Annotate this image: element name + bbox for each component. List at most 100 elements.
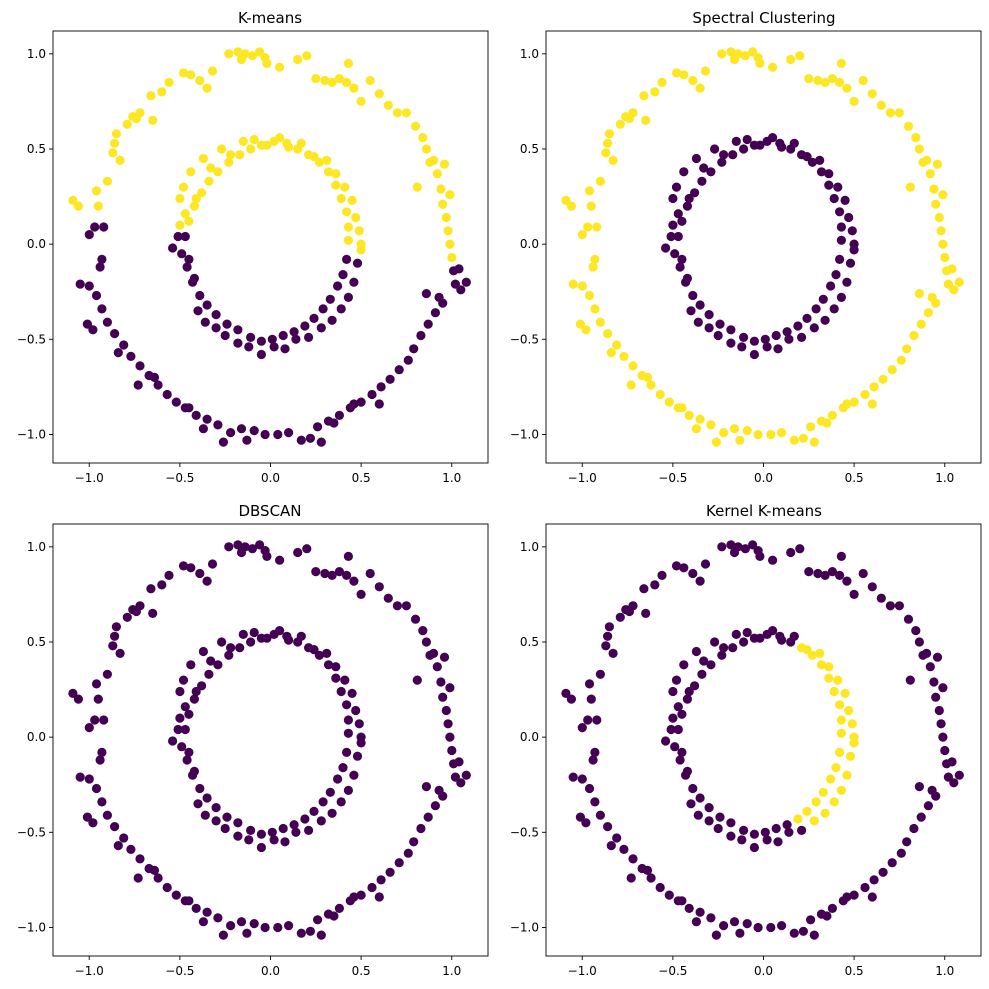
scatter-point [735,435,745,445]
scatter-point [445,190,455,200]
scatter-point [236,424,247,434]
scatter-point [432,662,442,672]
scatter-point [236,917,247,927]
scatter-point [180,724,190,735]
scatter-point [914,289,925,299]
scatter-point [577,281,587,291]
scatter-point [173,724,183,735]
scatter-point [356,96,366,106]
scatter-point [351,705,361,716]
scatter-point [110,138,120,148]
scatter-point [204,176,214,186]
scatter-point [438,692,448,702]
scatter-point [844,212,854,223]
scatter-point [795,51,805,61]
x-tick-label: 1.0 [442,964,461,978]
scatter-point [650,580,660,590]
scatter-point [323,167,334,177]
scatter-point [760,334,770,344]
scatter-point [193,799,203,809]
scatter-point [860,389,870,400]
scatter-point [749,842,760,853]
scatter-point [304,643,314,653]
scatter-point [75,279,85,289]
scatter-point [784,334,794,344]
scatter-point [903,614,914,624]
scatter-point [410,121,421,131]
scatter-point [93,201,103,211]
scatter-point [233,831,243,841]
scatter-point [842,892,852,902]
scatter-point [316,323,326,333]
scatter-point [896,355,906,365]
scatter-point [249,426,259,436]
scatter-point [688,75,698,86]
scatter-point [322,155,332,165]
scatter-point [592,715,602,725]
scatter-point [240,542,250,552]
y-tick-label: 0.0 [520,237,539,251]
scatter-point [97,797,107,807]
scatter-point [885,108,896,118]
scatter-point [184,896,194,906]
scatter-point [275,555,285,565]
scatter-point [584,679,595,689]
scatter-point [829,686,839,697]
scatter-point [93,694,103,704]
scatter-point [668,713,678,723]
scatter-point [336,193,346,204]
scatter-point [842,277,852,287]
scatter-point [626,380,636,390]
scatter-point [202,793,212,803]
scatter-point [789,435,799,445]
scatter-point [186,563,196,573]
scatter-point [849,245,859,255]
scatter-point [175,193,185,204]
scatter-point [735,928,745,938]
scatter-point [111,129,121,139]
scatter-point [213,167,223,177]
scatter-point [149,865,160,876]
scatter-point [717,650,727,660]
scatter-point [836,785,847,796]
scatter-point [842,770,852,780]
scatter-point [304,332,314,342]
scatter-point [927,292,937,302]
scatter-point [949,778,959,788]
scatter-point [820,570,830,581]
scatter-point [566,694,577,704]
scatter-point [233,338,243,348]
scatter-point [878,867,888,877]
scatter-point [916,812,926,822]
scatter-point [197,188,207,198]
scatter-point [771,823,781,834]
scatter-point [91,679,102,689]
scatter-point [244,835,254,845]
scatter-point [336,686,346,697]
scatter-point [628,361,638,371]
scatter-point [726,540,736,550]
scatter-point [148,608,158,619]
scatter-point [688,290,698,301]
scatter-point [679,167,689,177]
scatter-point [334,74,344,84]
scatter-point [445,732,455,742]
scatter-point [204,669,214,679]
scatter-point [869,382,879,392]
scatter-point [313,915,323,925]
scatter-point [905,182,915,192]
scatter-point [218,930,228,940]
scatter-point [217,144,227,154]
scatter-point [661,243,671,253]
scatter-point [923,801,934,811]
scatter-point [668,686,678,697]
x-tick-label: −0.5 [658,471,687,485]
scatter-point [947,264,957,274]
scatter-point [711,930,722,940]
scatter-point [612,340,622,350]
scatter-point [811,304,821,314]
scatter-point [710,144,720,154]
x-tick-label: 0.5 [352,964,371,978]
scatter-point [931,692,941,702]
scatter-point [418,133,428,143]
